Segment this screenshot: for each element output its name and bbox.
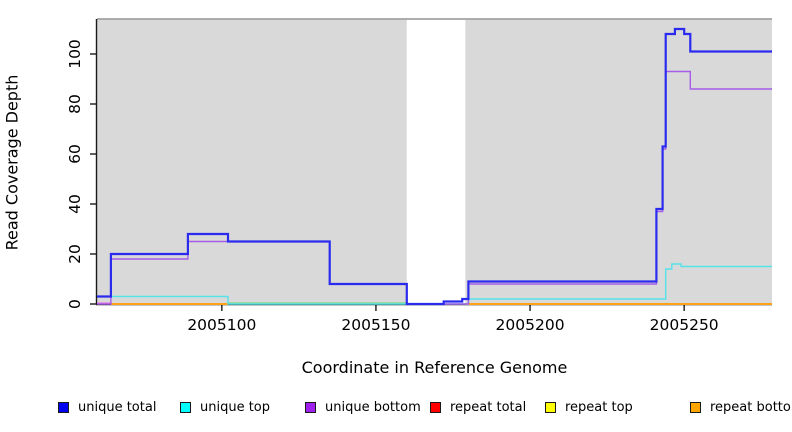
y-tick-label: 80 (66, 94, 84, 114)
x-tick-label: 2005150 (341, 316, 410, 334)
unique-top-swatch-icon (180, 401, 191, 413)
y-axis-title: Read Coverage Depth (2, 74, 22, 251)
x-tick-label: 2005250 (650, 316, 719, 334)
x-tick-label: 2005200 (496, 316, 565, 334)
y-tick-label: 60 (66, 144, 84, 164)
legend-item-repeat-total: repeat total (430, 399, 526, 415)
legend-label: unique total (78, 399, 157, 415)
legend-item-repeat-top: repeat top (545, 399, 633, 415)
y-tick-label: 40 (66, 194, 84, 214)
y-tick-label: 100 (66, 39, 84, 69)
legend-item-unique-top: unique top (180, 399, 270, 415)
plot-bg-right (465, 19, 772, 304)
y-tick-label: 0 (66, 299, 84, 309)
repeat-top-swatch-icon (545, 401, 556, 413)
series-unique-top-line (97, 263, 772, 305)
repeat-total-swatch-icon (430, 401, 441, 413)
unique-total-swatch-icon (58, 401, 69, 413)
legend-label: unique bottom (325, 399, 421, 415)
y-tick-label: 20 (66, 244, 84, 264)
legend-label: repeat bottom (710, 399, 792, 415)
legend-item-unique-total: unique total (58, 399, 156, 415)
legend-item-repeat-bottom: repeat bottom (690, 399, 792, 415)
legend-label: unique top (200, 399, 271, 415)
coverage-plot: 2005100 2005150 2005200 2005250 0 20 40 60 80 100 (66, 18, 772, 334)
x-tick-label: 2005100 (187, 316, 256, 334)
unique-bottom-swatch-icon (305, 401, 316, 413)
plot-bg-left (97, 19, 407, 304)
legend-item-unique-bottom: unique bottom (305, 399, 421, 415)
legend: unique total unique top unique bottom re… (0, 399, 792, 415)
legend-label: repeat total (450, 399, 527, 415)
x-axis-title: Coordinate in Reference Genome (301, 358, 568, 377)
series-unique-total-line (97, 27, 772, 306)
repeat-bottom-swatch-icon (690, 401, 701, 413)
legend-label: repeat top (565, 399, 633, 415)
